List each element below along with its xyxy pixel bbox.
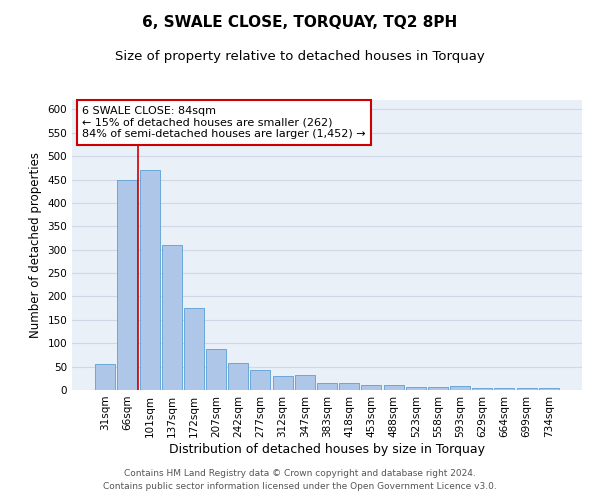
Bar [228, 363, 248, 390]
Bar [517, 388, 536, 390]
Bar [472, 388, 492, 390]
X-axis label: Distribution of detached houses by size in Torquay: Distribution of detached houses by size … [169, 442, 485, 456]
Bar [184, 308, 204, 390]
Bar [494, 388, 514, 390]
Bar [250, 370, 271, 390]
Text: Size of property relative to detached houses in Torquay: Size of property relative to detached ho… [115, 50, 485, 63]
Text: Contains HM Land Registry data © Crown copyright and database right 2024.: Contains HM Land Registry data © Crown c… [124, 468, 476, 477]
Bar [317, 383, 337, 390]
Bar [383, 386, 404, 390]
Bar [140, 170, 160, 390]
Text: 6, SWALE CLOSE, TORQUAY, TQ2 8PH: 6, SWALE CLOSE, TORQUAY, TQ2 8PH [142, 15, 458, 30]
Bar [272, 376, 293, 390]
Bar [450, 386, 470, 390]
Bar [118, 180, 137, 390]
Bar [539, 388, 559, 390]
Bar [295, 375, 315, 390]
Bar [428, 386, 448, 390]
Bar [361, 386, 382, 390]
Bar [95, 364, 115, 390]
Bar [206, 349, 226, 390]
Bar [406, 386, 426, 390]
Bar [339, 383, 359, 390]
Bar [162, 245, 182, 390]
Text: Contains public sector information licensed under the Open Government Licence v3: Contains public sector information licen… [103, 482, 497, 491]
Text: 6 SWALE CLOSE: 84sqm
← 15% of detached houses are smaller (262)
84% of semi-deta: 6 SWALE CLOSE: 84sqm ← 15% of detached h… [82, 106, 366, 139]
Y-axis label: Number of detached properties: Number of detached properties [29, 152, 42, 338]
